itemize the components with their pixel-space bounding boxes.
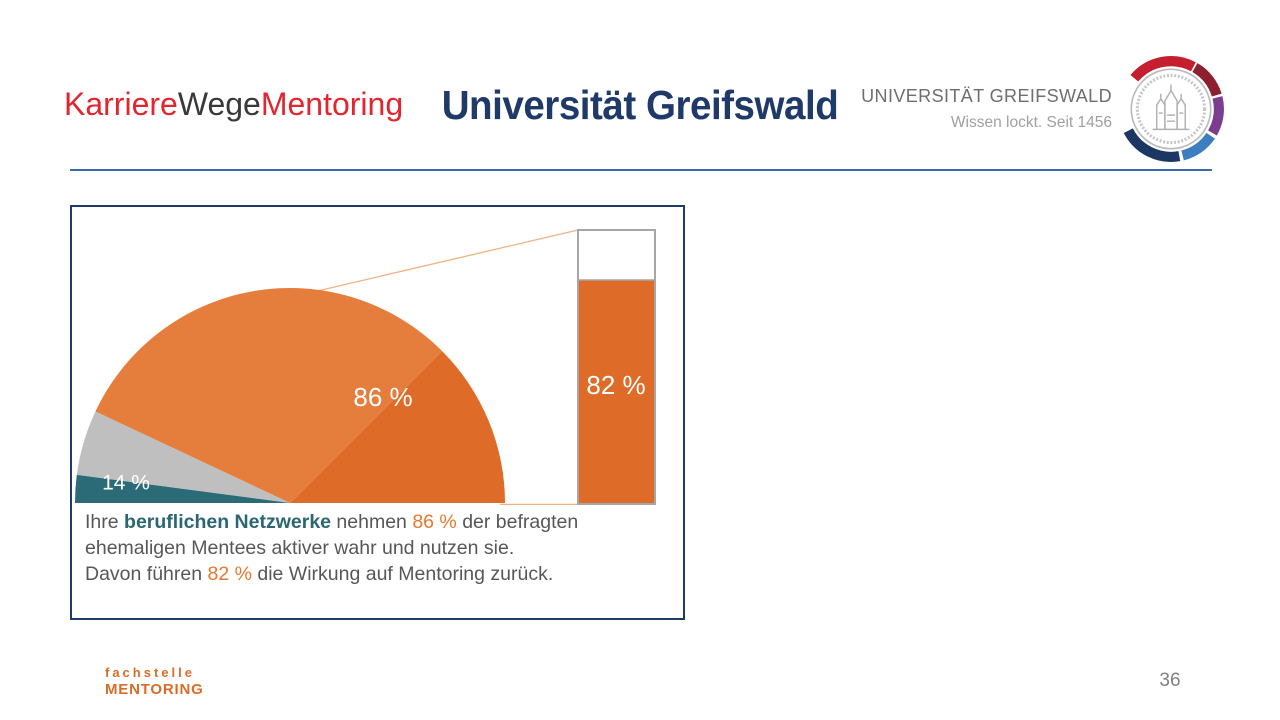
seal-ring-blue — [1181, 132, 1215, 161]
pie-slice-14-gray — [76, 411, 290, 503]
university-slogan: Wissen lockt. Seit 1456 — [950, 114, 1112, 131]
caption-value-86: 86 % — [412, 511, 457, 533]
bar-fill-82 — [578, 280, 655, 504]
header-divider — [70, 169, 1212, 171]
seal-cathedral — [1152, 84, 1190, 131]
pie-slice-14-teal — [74, 474, 290, 503]
caption-value-82: 82 % — [207, 563, 252, 585]
bar-label-82: 82 % — [586, 370, 645, 400]
seal-text-ring — [1135, 73, 1207, 145]
pie-slice-86-right — [290, 351, 505, 503]
brand-part-karriere: Karriere — [64, 86, 178, 122]
seal-ring-red — [1130, 56, 1196, 82]
karrierewegementoring-logo: KarriereWegeMentoring — [64, 86, 403, 123]
pie-label-86: 86 % — [353, 382, 412, 412]
bar-of-pie-chart: 86 % 14 % 82 % — [74, 229, 656, 506]
brand-part-wege: Wege — [177, 86, 261, 122]
caption-line-2: ehemaligen Mentees aktiver wahr und nutz… — [85, 535, 645, 561]
caption-text: nehmen — [331, 511, 413, 533]
caption-text: die Wirkung auf Mentoring zurück. — [251, 563, 554, 585]
chart-panel: 86 % 14 % 82 % Ihre beruflichen Netzwerk… — [70, 205, 685, 620]
seal-inner-circle — [1130, 68, 1212, 150]
university-seal-icon — [1123, 56, 1224, 162]
seal-ring-darkred — [1192, 63, 1222, 97]
seal-ring-purple — [1207, 96, 1224, 136]
footer-brand-line2: MENTORING — [105, 681, 204, 698]
caption-line-3: Davon führen 82 % die Wirkung auf Mentor… — [85, 561, 645, 587]
connector-line-top — [312, 229, 579, 293]
caption-text: Davon führen — [85, 563, 208, 585]
bar-border — [577, 229, 656, 505]
footer-brand-line1: fachstelle — [105, 665, 195, 680]
page-title: Universität Greifswald — [441, 82, 839, 128]
pie-label-14: 14 % — [102, 472, 150, 495]
pie-slice-86-main — [95, 288, 443, 503]
caption-line-1: Ihre beruflichen Netzwerke nehmen 86 % d… — [85, 509, 645, 535]
university-name: UNIVERSITÄT GREIFSWALD — [861, 86, 1112, 106]
caption-text: ehemaligen Mentees aktiver wahr und nutz… — [85, 537, 515, 559]
caption-highlight-networks: beruflichen Netzwerke — [124, 511, 332, 533]
brand-part-mentoring: Mentoring — [260, 86, 404, 122]
caption-text: der befragten — [456, 511, 579, 533]
university-wordmark: UNIVERSITÄT GREIFSWALD Wissen lockt. Sei… — [861, 86, 1112, 132]
page-number: 36 — [1159, 670, 1181, 691]
seal-ring-navy — [1123, 128, 1181, 162]
chart-caption: Ihre beruflichen Netzwerke nehmen 86 % d… — [85, 509, 645, 587]
caption-text: Ihre — [85, 511, 125, 533]
fachstelle-mentoring-logo: fachstelle MENTORING — [105, 665, 204, 698]
